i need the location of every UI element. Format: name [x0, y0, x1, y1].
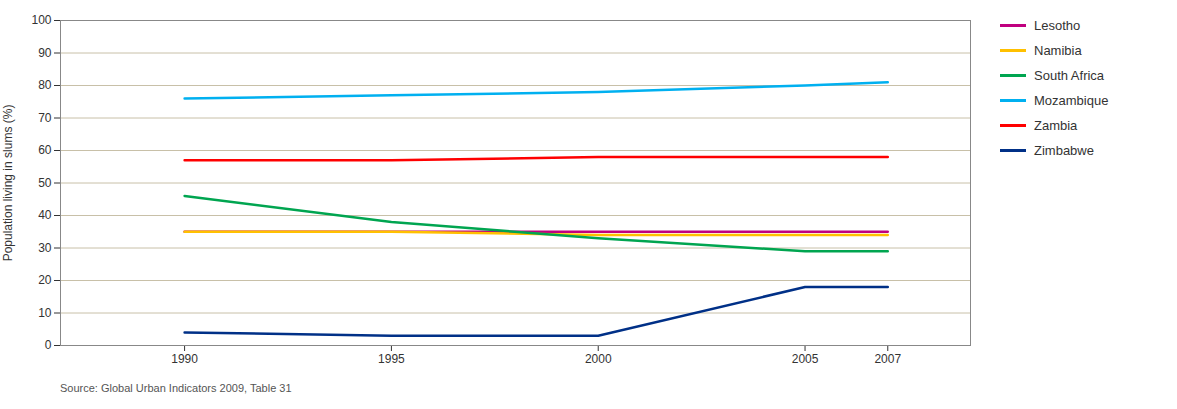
svg-text:0: 0: [45, 338, 52, 352]
svg-text:40: 40: [38, 208, 52, 222]
svg-text:50: 50: [38, 176, 52, 190]
svg-text:100: 100: [31, 13, 51, 27]
svg-text:20: 20: [38, 273, 52, 287]
svg-text:2007: 2007: [874, 352, 901, 366]
svg-text:2005: 2005: [792, 352, 819, 366]
html-text:Namibia: Namibia: [1034, 43, 1082, 58]
svg-text:90: 90: [38, 46, 52, 60]
svg-text:60: 60: [38, 143, 52, 157]
html-text:South Africa: South Africa: [1034, 68, 1105, 83]
html-text:Zambia: Zambia: [1034, 118, 1078, 133]
svg-text:2000: 2000: [585, 352, 612, 366]
svg-text:1990: 1990: [171, 352, 198, 366]
svg-text:70: 70: [38, 111, 52, 125]
svg-text:30: 30: [38, 241, 52, 255]
html-text:Lesotho: Lesotho: [1034, 18, 1081, 33]
svg-text:1995: 1995: [378, 352, 405, 366]
html-text:Zimbabwe: Zimbabwe: [1034, 143, 1094, 158]
svg-text:80: 80: [38, 78, 52, 92]
svg-text:10: 10: [38, 306, 52, 320]
svg-text:Population living in slums (%): Population living in slums (%): [1, 105, 15, 262]
html-text:Mozambique: Mozambique: [1034, 93, 1109, 108]
html-text:Source: Global Urban Indicator: Source: Global Urban Indicators 2009, Ta…: [60, 382, 292, 394]
